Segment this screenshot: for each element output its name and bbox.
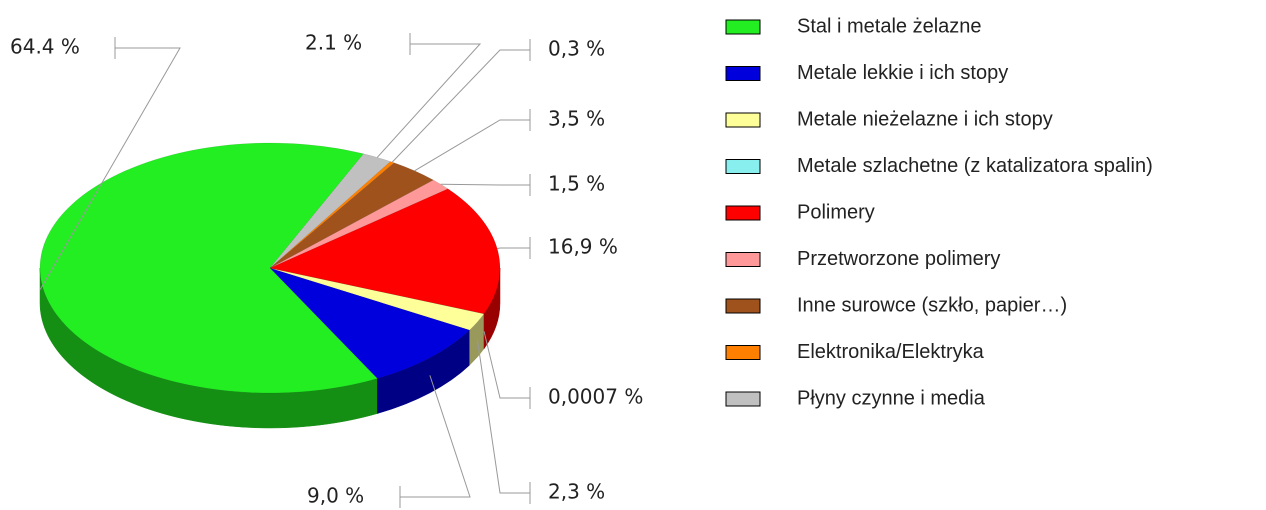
legend-label: Metale lekkie i ich stopy (797, 62, 1008, 84)
leader-line (376, 43, 482, 158)
leader-line (400, 375, 471, 498)
slice (269, 188, 501, 315)
data-label: 0,0007 % (548, 385, 643, 409)
data-label: 2.1 % (305, 31, 362, 55)
legend-label: Elektronika/Elektryka (797, 341, 985, 363)
legend-swatch (725, 391, 761, 407)
legend-label: Przetworzone polimery (797, 248, 1000, 270)
legend-label: Metale nieżelazne i ich stopy (797, 108, 1053, 130)
slice (269, 162, 434, 269)
legend-swatch (725, 252, 761, 267)
slice (269, 179, 449, 269)
legend-label: Inne surowce (szkło, papier…) (797, 294, 1067, 316)
data-label: 1,5 % (548, 172, 605, 196)
data-label: 2,3 % (548, 480, 605, 504)
slice (269, 267, 471, 379)
data-label: 3,5 % (548, 107, 605, 131)
legend-swatch (725, 112, 761, 128)
legend-label: Polimery (797, 201, 875, 223)
legend-label: Stal i metale żelazne (797, 15, 982, 37)
data-label: 0,3 % (548, 37, 605, 61)
leader-line (414, 119, 530, 172)
legend-swatch (725, 159, 761, 174)
leader-line (497, 247, 530, 250)
data-label: 64.4 % (10, 35, 80, 59)
leader-line (440, 183, 530, 186)
legend-label: Metale szlachetne (z katalizatora spalin… (797, 155, 1153, 177)
legend-label: Płyny czynne i media (797, 387, 986, 409)
legend-swatch (725, 66, 761, 81)
leader-line (476, 339, 530, 494)
slice (39, 142, 378, 394)
legend-swatch (725, 298, 761, 314)
slice (269, 153, 391, 269)
legend-swatch (725, 345, 761, 360)
slice (269, 267, 485, 331)
leader-line (483, 331, 530, 399)
data-label: 16,9 % (548, 235, 618, 259)
slice (269, 267, 485, 315)
legend-swatch (725, 19, 761, 35)
data-label: 9,0 % (307, 484, 364, 508)
leader-line (391, 49, 530, 163)
leader-line (39, 47, 181, 290)
legend-swatch (725, 205, 761, 221)
